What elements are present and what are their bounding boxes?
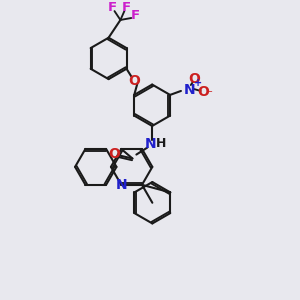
Text: O: O — [198, 85, 210, 99]
Text: F: F — [108, 1, 117, 13]
Text: N: N — [144, 137, 156, 151]
Text: F: F — [122, 1, 131, 13]
Text: O: O — [188, 72, 200, 86]
Text: O: O — [128, 74, 140, 88]
Text: F: F — [130, 8, 140, 22]
Text: O: O — [109, 147, 121, 160]
Text: N: N — [184, 83, 196, 97]
Text: ⁻: ⁻ — [207, 89, 212, 99]
Text: +: + — [194, 78, 202, 88]
Text: N: N — [116, 178, 127, 192]
Text: H: H — [156, 137, 166, 150]
